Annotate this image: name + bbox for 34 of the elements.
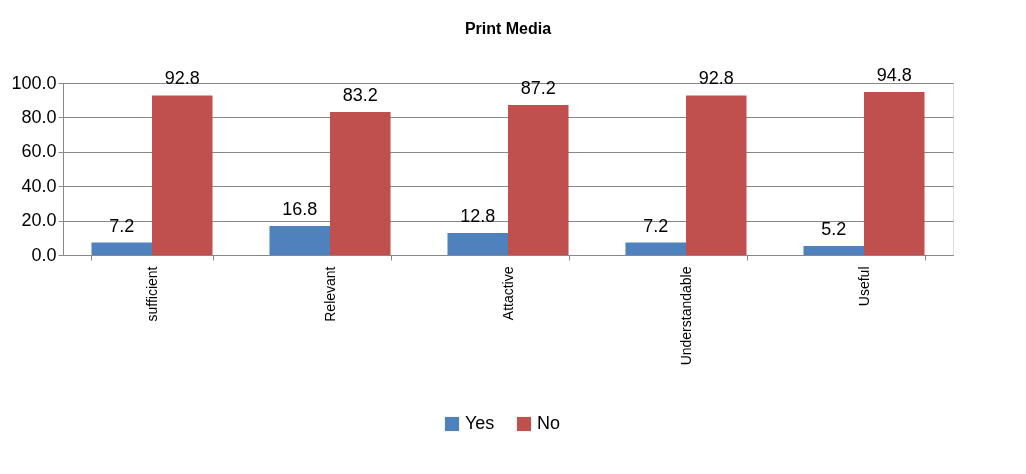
data-label: 12.8 (460, 205, 496, 226)
legend-label: No (537, 413, 561, 433)
y-tick-label: 0.0 (31, 244, 57, 265)
data-label: 92.8 (698, 68, 734, 89)
bar (330, 111, 391, 255)
bar (508, 105, 569, 255)
data-label: 87.2 (520, 78, 556, 99)
y-tick-label: 40.0 (21, 175, 57, 196)
x-tick-label: Relevant (321, 266, 338, 322)
bar (864, 91, 925, 255)
chart-title: Print Media (464, 19, 552, 37)
bar (686, 95, 747, 255)
bar (152, 95, 213, 255)
x-tick-label: sufficient (143, 266, 160, 322)
y-tick-label: 20.0 (21, 210, 57, 231)
data-label: 16.8 (282, 199, 318, 220)
bar (269, 226, 330, 255)
data-label: 83.2 (342, 84, 378, 105)
bar (447, 232, 508, 255)
bar (625, 242, 686, 255)
data-label: 92.8 (164, 68, 200, 89)
data-label: 7.2 (643, 215, 669, 236)
y-tick-label: 60.0 (21, 141, 57, 162)
x-tick-label: Attactive (499, 266, 516, 321)
data-label: 7.2 (109, 215, 135, 236)
x-tick-label: Understandable (677, 266, 694, 366)
bar (803, 246, 864, 255)
x-tick-label: Useful (855, 266, 872, 307)
y-tick-label: 80.0 (21, 106, 57, 127)
bar (91, 242, 152, 255)
legend-label: Yes (465, 413, 495, 433)
y-tick-label: 100.0 (11, 72, 57, 93)
data-label: 94.8 (876, 64, 912, 85)
data-label: 5.2 (821, 219, 847, 240)
